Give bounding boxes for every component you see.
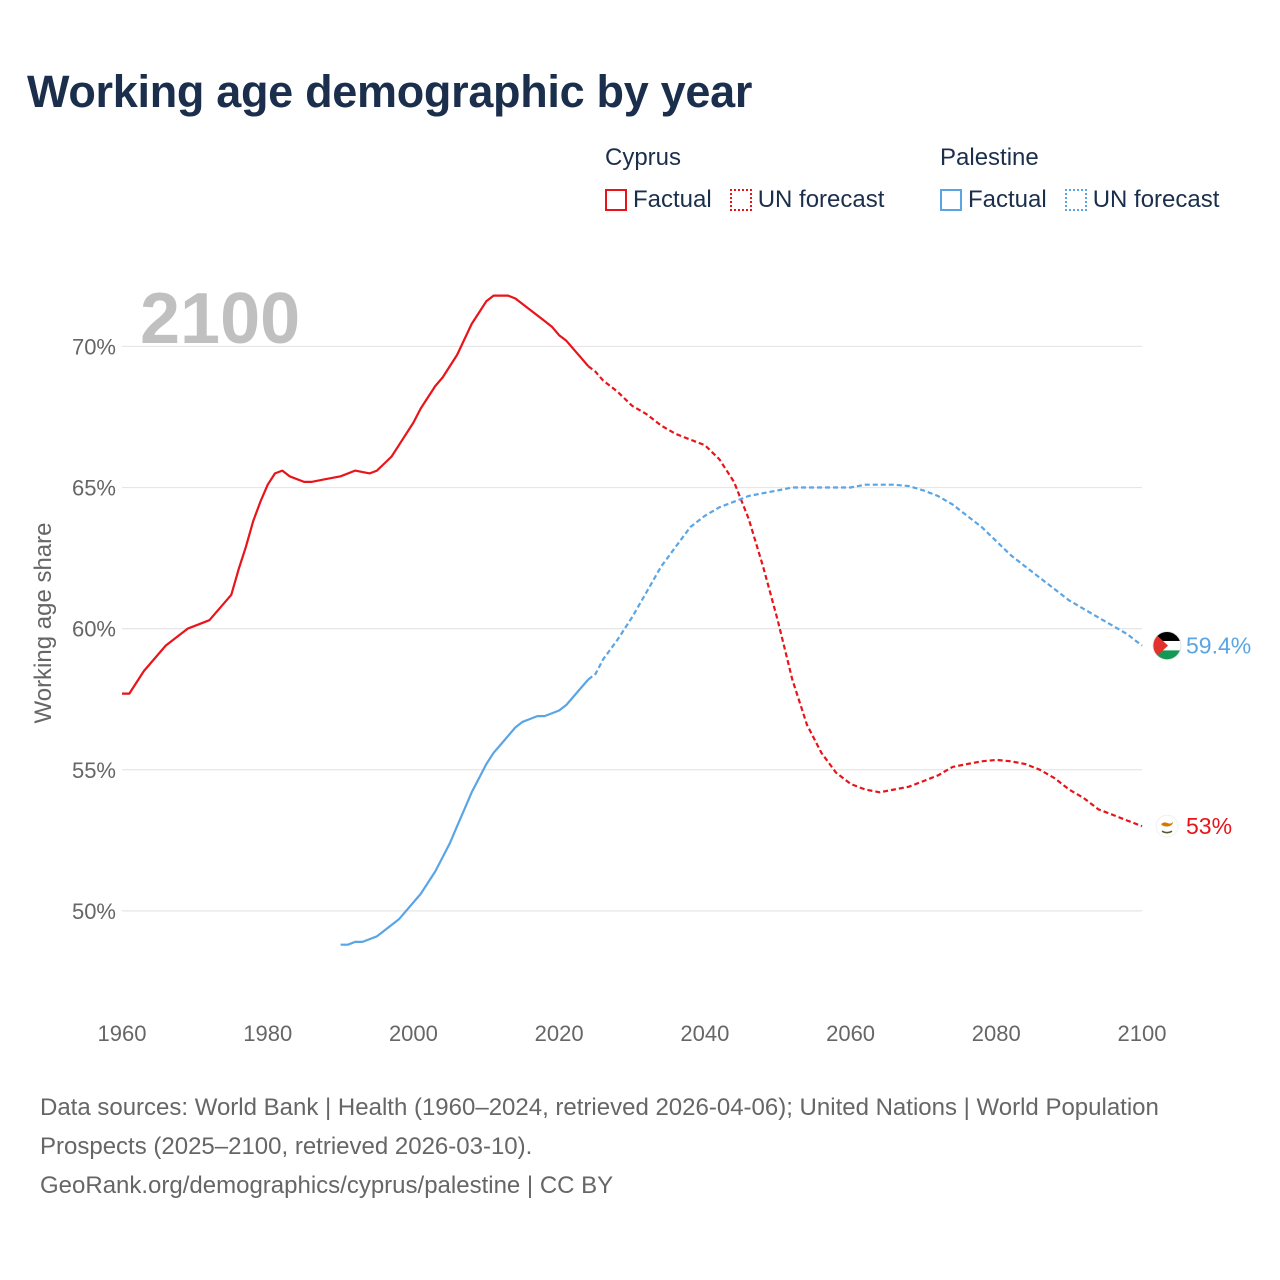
- footer-credit[interactable]: GeoRank.org/demographics/cyprus/palestin…: [40, 1172, 614, 1199]
- x-tick-label: 2020: [535, 1021, 584, 1046]
- legend-cyprus: Cyprus Factual UN forecast: [605, 144, 884, 214]
- line-chart: 2100 50% 55% 60% 65% 70% 1960 1980 2000 2020 204…: [30, 279, 1251, 1046]
- y-tick-label: 50%: [72, 899, 116, 924]
- legend-label: UN forecast: [757, 186, 885, 213]
- series-palestine-end-label: 59.4%: [1186, 633, 1251, 659]
- x-tick-label: 1960: [98, 1021, 147, 1046]
- footer: Data sources: World Bank | Health (1960–…: [40, 1088, 1220, 1205]
- legend-cyprus-title: Cyprus: [605, 144, 682, 171]
- legend-swatch-dotted-icon: [729, 189, 752, 211]
- x-tick-label: 2060: [826, 1021, 875, 1046]
- year-watermark: 2100: [140, 279, 300, 359]
- legend-cyprus-forecast[interactable]: UN forecast: [729, 186, 885, 214]
- legend-label: Factual: [968, 186, 1047, 213]
- page-title: Working age demographic by year: [27, 66, 753, 117]
- series-cyprus-factual-line[interactable]: [122, 294, 590, 695]
- series-cyprus-forecast-line[interactable]: [587, 365, 1143, 828]
- legend-label: Factual: [633, 186, 712, 213]
- legend-palestine-title: Palestine: [940, 144, 1039, 171]
- y-tick-label: 70%: [72, 334, 116, 359]
- legend-cyprus-factual[interactable]: Factual: [605, 186, 712, 214]
- palestine-flag-icon: [1152, 631, 1182, 660]
- legend-palestine-factual[interactable]: Factual: [940, 186, 1047, 214]
- y-tick-label: 55%: [72, 758, 116, 783]
- series-palestine-factual-line[interactable]: [340, 678, 590, 946]
- legend-label: UN forecast: [1092, 186, 1220, 213]
- legend-palestine-forecast[interactable]: UN forecast: [1064, 186, 1220, 214]
- x-tick-label: 2080: [972, 1021, 1021, 1046]
- x-tick-label: 2040: [680, 1021, 729, 1046]
- legend-swatch-dotted-icon: [1064, 189, 1087, 211]
- series-palestine-forecast-line[interactable]: [587, 483, 1143, 681]
- legend-swatch-solid-icon: [605, 189, 627, 211]
- x-tick-label: 2000: [389, 1021, 438, 1046]
- legend-palestine: Palestine Factual UN forecast: [940, 144, 1219, 214]
- y-axis-label: Working age share: [30, 523, 57, 724]
- legend-swatch-solid-icon: [940, 189, 962, 211]
- x-tick-label: 1980: [243, 1021, 292, 1046]
- x-tick-label: 2100: [1118, 1021, 1167, 1046]
- y-tick-label: 65%: [72, 476, 116, 501]
- footer-sources: Data sources: World Bank | Health (1960–…: [40, 1094, 1159, 1160]
- y-tick-label: 60%: [72, 617, 116, 642]
- cyprus-flag-icon: [1155, 814, 1179, 838]
- series-cyprus-end-label: 53%: [1186, 813, 1232, 839]
